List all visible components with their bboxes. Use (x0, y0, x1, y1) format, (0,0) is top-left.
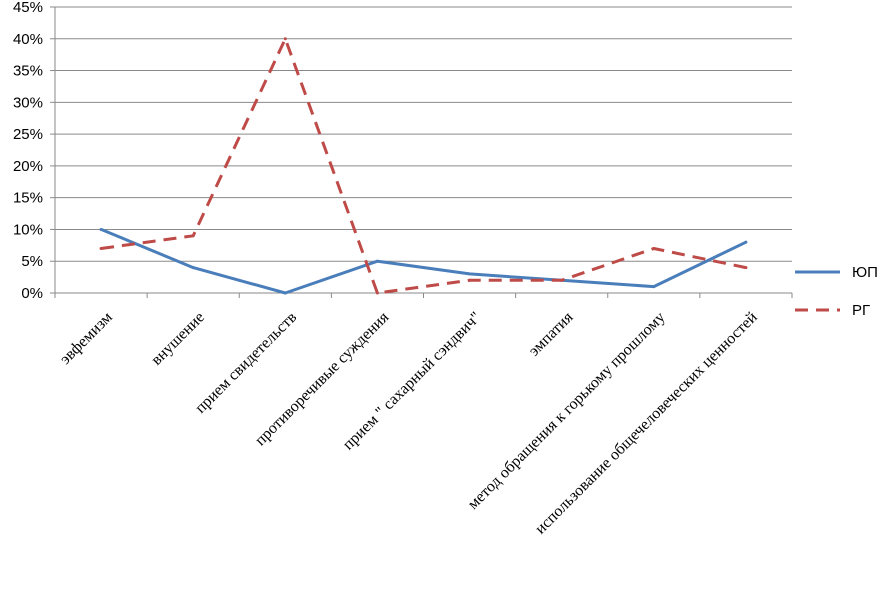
legend-label-1: ЮП (852, 264, 878, 281)
data-point (283, 37, 287, 41)
series-line-2 (100, 37, 747, 295)
data-point (468, 272, 472, 276)
data-point (560, 278, 564, 282)
y-tick-label: 25% (13, 126, 43, 143)
y-tick-label: 15% (13, 190, 43, 207)
data-point (652, 247, 656, 251)
y-tick-label: 10% (13, 221, 43, 238)
series-line-1 (100, 228, 747, 295)
data-point (99, 247, 103, 251)
data-point (99, 227, 103, 231)
legend-label-2: РГ (852, 302, 870, 319)
legend: ЮП РГ (795, 264, 878, 319)
y-tick-label: 5% (21, 253, 43, 270)
y-tick-label: 40% (13, 31, 43, 48)
data-point (283, 291, 287, 295)
data-point (191, 234, 195, 238)
x-tick-label: метод обращения к горькому прошлому (465, 309, 669, 513)
data-point (744, 240, 748, 244)
data-point (375, 259, 379, 263)
x-tick-label: прием свидетельств (192, 308, 300, 416)
data-point (191, 266, 195, 270)
data-point (744, 266, 748, 270)
gridlines (55, 6, 792, 262)
y-tick-label: 0% (21, 285, 43, 302)
x-tick-label: эвфемизм (57, 309, 116, 368)
axes (54, 7, 792, 294)
y-tick-label: 35% (13, 63, 43, 80)
data-point (652, 285, 656, 289)
data-point (375, 291, 379, 295)
data-point (468, 278, 472, 282)
y-tick-label: 30% (13, 94, 43, 111)
y-tick-label: 20% (13, 158, 43, 175)
y-tick-label: 45% (13, 0, 43, 16)
series-lines (99, 37, 748, 295)
x-tick-label: внушение (148, 309, 208, 369)
y-axis-ticks: 0% 5% 10% 15% 20% 25% 30% 35% 40% 45% (13, 0, 55, 302)
x-tick-label: эмпатия (526, 308, 577, 359)
